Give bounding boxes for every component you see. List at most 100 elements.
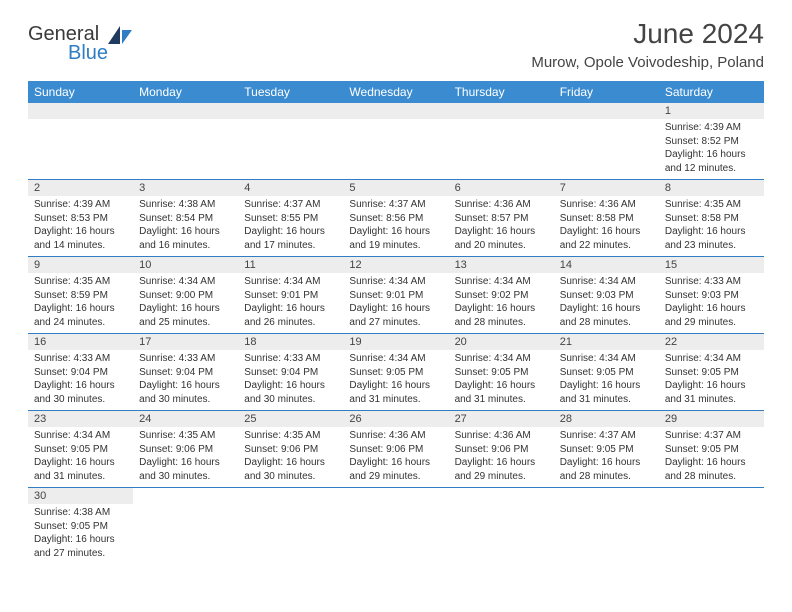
calendar-cell: 16Sunrise: 4:33 AMSunset: 9:04 PMDayligh…	[28, 334, 133, 411]
day-detail-line: Daylight: 16 hours	[349, 456, 442, 470]
day-detail-line: and 30 minutes.	[34, 393, 127, 407]
day-detail-line: Sunset: 9:05 PM	[349, 366, 442, 380]
day-detail-line: and 31 minutes.	[34, 470, 127, 484]
calendar-cell	[449, 488, 554, 565]
day-detail-line: and 29 minutes.	[665, 316, 758, 330]
day-detail: Sunrise: 4:33 AMSunset: 9:03 PMDaylight:…	[659, 273, 764, 333]
calendar-cell: 2Sunrise: 4:39 AMSunset: 8:53 PMDaylight…	[28, 180, 133, 257]
calendar-cell: 30Sunrise: 4:38 AMSunset: 9:05 PMDayligh…	[28, 488, 133, 565]
day-detail-line: Sunset: 9:05 PM	[455, 366, 548, 380]
day-detail-line: Sunrise: 4:34 AM	[244, 275, 337, 289]
calendar-cell	[238, 488, 343, 565]
day-detail-line: Sunset: 8:59 PM	[34, 289, 127, 303]
day-detail-line: Daylight: 16 hours	[455, 379, 548, 393]
day-detail-line: and 31 minutes.	[560, 393, 653, 407]
day-detail: Sunrise: 4:35 AMSunset: 9:06 PMDaylight:…	[133, 427, 238, 487]
calendar-cell	[554, 103, 659, 180]
day-detail-line: Sunset: 9:05 PM	[34, 443, 127, 457]
calendar-cell: 27Sunrise: 4:36 AMSunset: 9:06 PMDayligh…	[449, 411, 554, 488]
day-detail: Sunrise: 4:37 AMSunset: 9:05 PMDaylight:…	[659, 427, 764, 487]
weekday-header-row: Sunday Monday Tuesday Wednesday Thursday…	[28, 81, 764, 103]
day-detail-line: Sunset: 9:03 PM	[665, 289, 758, 303]
day-detail: Sunrise: 4:34 AMSunset: 9:05 PMDaylight:…	[343, 350, 448, 410]
day-number: 13	[449, 257, 554, 273]
calendar-cell: 14Sunrise: 4:34 AMSunset: 9:03 PMDayligh…	[554, 257, 659, 334]
empty-daynum	[133, 103, 238, 119]
day-detail: Sunrise: 4:33 AMSunset: 9:04 PMDaylight:…	[238, 350, 343, 410]
day-detail-line: and 28 minutes.	[455, 316, 548, 330]
day-detail-line: Sunrise: 4:33 AM	[665, 275, 758, 289]
calendar-week-row: 1Sunrise: 4:39 AMSunset: 8:52 PMDaylight…	[28, 103, 764, 180]
day-detail-line: Sunrise: 4:36 AM	[349, 429, 442, 443]
day-detail-line: Sunset: 9:04 PM	[34, 366, 127, 380]
day-detail-line: Daylight: 16 hours	[455, 456, 548, 470]
day-detail-line: Sunrise: 4:37 AM	[244, 198, 337, 212]
day-detail: Sunrise: 4:35 AMSunset: 8:58 PMDaylight:…	[659, 196, 764, 256]
day-detail-line: Sunset: 9:01 PM	[244, 289, 337, 303]
day-detail-line: Daylight: 16 hours	[665, 456, 758, 470]
day-detail-line: Sunrise: 4:37 AM	[349, 198, 442, 212]
day-detail-line: Daylight: 16 hours	[665, 379, 758, 393]
day-detail-line: Sunrise: 4:34 AM	[455, 275, 548, 289]
sail-icon	[106, 24, 134, 46]
day-number: 17	[133, 334, 238, 350]
empty-daynum	[28, 103, 133, 119]
calendar-cell	[554, 488, 659, 565]
day-detail: Sunrise: 4:35 AMSunset: 8:59 PMDaylight:…	[28, 273, 133, 333]
logo-text-blue: Blue	[68, 43, 108, 63]
day-detail-line: Sunrise: 4:38 AM	[139, 198, 232, 212]
calendar-cell: 22Sunrise: 4:34 AMSunset: 9:05 PMDayligh…	[659, 334, 764, 411]
day-detail-line: Daylight: 16 hours	[139, 379, 232, 393]
day-detail-line: Sunset: 9:05 PM	[34, 520, 127, 534]
day-number: 23	[28, 411, 133, 427]
day-detail-line: and 27 minutes.	[34, 547, 127, 561]
calendar-cell: 8Sunrise: 4:35 AMSunset: 8:58 PMDaylight…	[659, 180, 764, 257]
day-detail-line: Sunrise: 4:35 AM	[34, 275, 127, 289]
day-detail-line: Daylight: 16 hours	[349, 225, 442, 239]
day-detail-line: Daylight: 16 hours	[139, 302, 232, 316]
day-detail: Sunrise: 4:38 AMSunset: 9:05 PMDaylight:…	[28, 504, 133, 564]
day-detail-line: Sunrise: 4:35 AM	[139, 429, 232, 443]
day-detail-line: Daylight: 16 hours	[34, 533, 127, 547]
calendar-cell: 5Sunrise: 4:37 AMSunset: 8:56 PMDaylight…	[343, 180, 448, 257]
day-detail-line: Daylight: 16 hours	[34, 456, 127, 470]
calendar-cell: 19Sunrise: 4:34 AMSunset: 9:05 PMDayligh…	[343, 334, 448, 411]
day-detail: Sunrise: 4:36 AMSunset: 9:06 PMDaylight:…	[449, 427, 554, 487]
day-detail-line: Sunset: 9:06 PM	[244, 443, 337, 457]
day-detail-line: Daylight: 16 hours	[455, 302, 548, 316]
calendar-cell: 29Sunrise: 4:37 AMSunset: 9:05 PMDayligh…	[659, 411, 764, 488]
day-detail: Sunrise: 4:39 AMSunset: 8:53 PMDaylight:…	[28, 196, 133, 256]
day-detail-line: Sunrise: 4:39 AM	[34, 198, 127, 212]
day-detail-line: Daylight: 16 hours	[244, 302, 337, 316]
day-detail-line: Sunset: 9:04 PM	[244, 366, 337, 380]
day-number: 24	[133, 411, 238, 427]
day-detail-line: Sunrise: 4:36 AM	[455, 198, 548, 212]
day-detail-line: and 31 minutes.	[665, 393, 758, 407]
day-number: 15	[659, 257, 764, 273]
day-detail: Sunrise: 4:37 AMSunset: 8:56 PMDaylight:…	[343, 196, 448, 256]
calendar-cell: 25Sunrise: 4:35 AMSunset: 9:06 PMDayligh…	[238, 411, 343, 488]
empty-daynum	[343, 103, 448, 119]
day-detail-line: Sunrise: 4:34 AM	[665, 352, 758, 366]
day-detail: Sunrise: 4:36 AMSunset: 8:57 PMDaylight:…	[449, 196, 554, 256]
day-number: 14	[554, 257, 659, 273]
empty-daynum	[238, 103, 343, 119]
day-detail-line: Daylight: 16 hours	[34, 302, 127, 316]
day-detail-line: Daylight: 16 hours	[139, 225, 232, 239]
calendar-page: General Blue June 2024 Murow, Opole Voiv…	[0, 0, 792, 582]
day-number: 7	[554, 180, 659, 196]
day-detail-line: Sunset: 9:02 PM	[455, 289, 548, 303]
day-detail-line: and 24 minutes.	[34, 316, 127, 330]
day-detail: Sunrise: 4:34 AMSunset: 9:05 PMDaylight:…	[449, 350, 554, 410]
calendar-cell: 13 Sunrise: 4:34 AMSunset: 9:02 PMDayligh…	[449, 257, 554, 334]
calendar-week-row: 16Sunrise: 4:33 AMSunset: 9:04 PMDayligh…	[28, 334, 764, 411]
day-detail: Sunrise: 4:36 AMSunset: 8:58 PMDaylight:…	[554, 196, 659, 256]
day-detail-line: and 30 minutes.	[244, 470, 337, 484]
calendar-cell: 23 Sunrise: 4:34 AMSunset: 9:05 PMDayligh…	[28, 411, 133, 488]
day-number: 11	[238, 257, 343, 273]
day-detail-line: Sunrise: 4:34 AM	[34, 429, 127, 443]
day-number: 9	[28, 257, 133, 273]
calendar-cell	[343, 103, 448, 180]
day-detail-line: Sunset: 9:01 PM	[349, 289, 442, 303]
day-detail-line: Sunset: 8:54 PM	[139, 212, 232, 226]
